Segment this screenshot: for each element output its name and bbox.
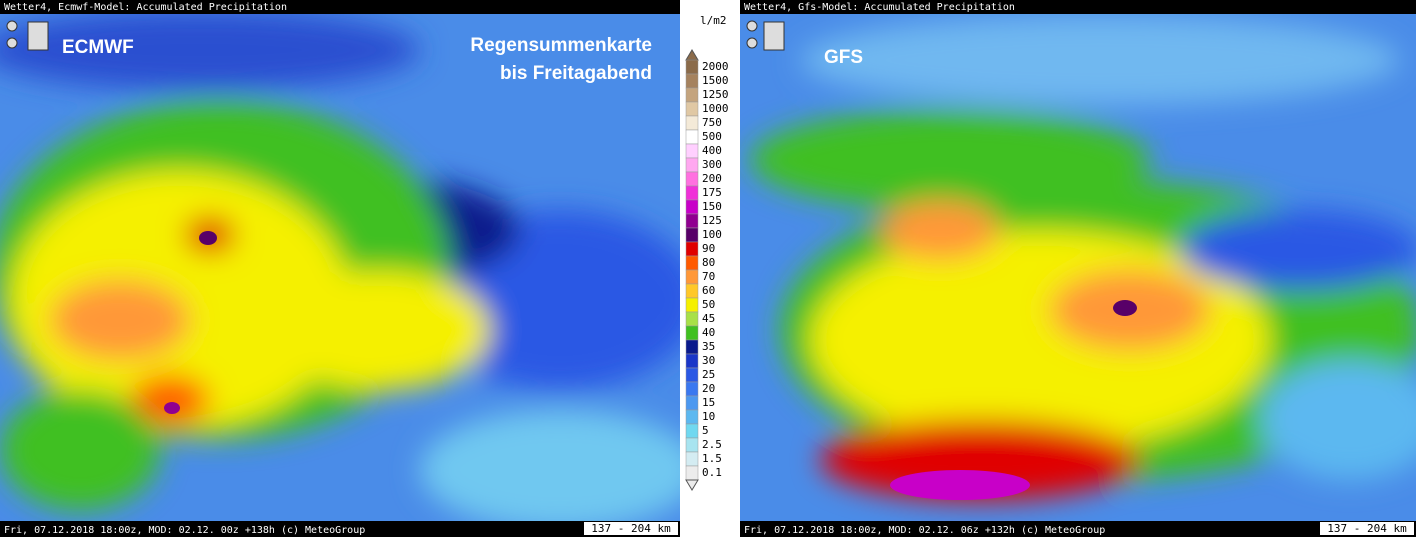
legend-swatch [685, 129, 699, 145]
legend-label: 2000 [702, 60, 729, 73]
legend-swatch [685, 339, 699, 355]
legend-swatch [685, 171, 699, 187]
legend-label: 60 [702, 284, 715, 297]
model-label: GFS [824, 47, 863, 68]
legend-swatch [685, 185, 699, 201]
legend-swatch [685, 143, 699, 159]
legend-swatch [685, 325, 699, 341]
legend-swatch [685, 353, 699, 369]
legend-swatch [685, 283, 699, 299]
legend-swatch [685, 59, 699, 75]
legend-swatch [685, 367, 699, 383]
legend-label: 90 [702, 242, 715, 255]
gfs-map [740, 14, 1416, 521]
legend-label: 500 [702, 130, 722, 143]
legend-swatch [685, 87, 699, 103]
panel-footer: Fri, 07.12.2018 18:00z, MOD: 02.12. 06z … [744, 525, 1105, 536]
legend-swatch [685, 115, 699, 131]
legend-label: 400 [702, 144, 722, 157]
footer-bar [740, 521, 1416, 537]
legend-swatch [685, 157, 699, 173]
legend-swatch [685, 409, 699, 425]
legend-label: 175 [702, 186, 722, 199]
scale-label: 137 - 204 km [1327, 522, 1407, 535]
legend-label: 1000 [702, 102, 729, 115]
legend-label: 15 [702, 396, 715, 409]
model-label: ECMWF [62, 37, 134, 58]
legend-label: 40 [702, 326, 715, 339]
legend-label: 100 [702, 228, 722, 241]
legend-swatch [685, 241, 699, 257]
legend-label: 20 [702, 382, 715, 395]
ecmwf-map [0, 14, 680, 521]
legend-swatch [685, 311, 699, 327]
legend-swatch [685, 451, 699, 467]
header-bar [0, 0, 680, 14]
legend-swatch [685, 269, 699, 285]
legend-swatch [685, 297, 699, 313]
legend-label: 1500 [702, 74, 729, 87]
legend-swatch [685, 73, 699, 89]
legend-swatch [685, 101, 699, 117]
panel-footer: Fri, 07.12.2018 18:00z, MOD: 02.12. 00z … [4, 525, 365, 536]
legend-swatch [685, 227, 699, 243]
legend-label: 35 [702, 340, 715, 353]
legend-label: 80 [702, 256, 715, 269]
legend-swatch [685, 423, 699, 439]
legend-label: 30 [702, 354, 715, 367]
legend-label: 125 [702, 214, 722, 227]
legend-label: 1.5 [702, 452, 722, 465]
legend-label: 5 [702, 424, 709, 437]
legend-unit: l/m2 [700, 14, 727, 27]
legend-arrow-down [685, 479, 699, 491]
overlay-text: Regensummenkarte [470, 35, 652, 56]
legend-label: 150 [702, 200, 722, 213]
scale-box [584, 522, 678, 535]
legend-label: 45 [702, 312, 715, 325]
legend-label: 2.5 [702, 438, 722, 451]
legend-label: 200 [702, 172, 722, 185]
legend-label: 1250 [702, 88, 729, 101]
legend-swatch [685, 255, 699, 271]
panel-header: Wetter4, Ecmwf-Model: Accumulated Precip… [4, 2, 287, 13]
legend-label: 0.1 [702, 466, 722, 479]
legend-label: 25 [702, 368, 715, 381]
legend-label: 50 [702, 298, 715, 311]
overlay-text: bis Freitagabend [500, 63, 652, 84]
legend-swatch [685, 395, 699, 411]
zoom-controls[interactable] [6, 20, 785, 51]
legend-swatch [685, 199, 699, 215]
scale-box [1320, 522, 1414, 535]
legend-swatch [685, 465, 699, 481]
legend-label: 300 [702, 158, 722, 171]
legend-label: 10 [702, 410, 715, 423]
legend-label: 750 [702, 116, 722, 129]
panel-header: Wetter4, Gfs-Model: Accumulated Precipit… [744, 2, 1015, 13]
legend-swatch [685, 381, 699, 397]
scale-label: 137 - 204 km [591, 522, 671, 535]
legend-label: 70 [702, 270, 715, 283]
header-bar [740, 0, 1416, 14]
legend-swatch [685, 437, 699, 453]
footer-bar [0, 521, 680, 537]
legend-swatch [685, 213, 699, 229]
